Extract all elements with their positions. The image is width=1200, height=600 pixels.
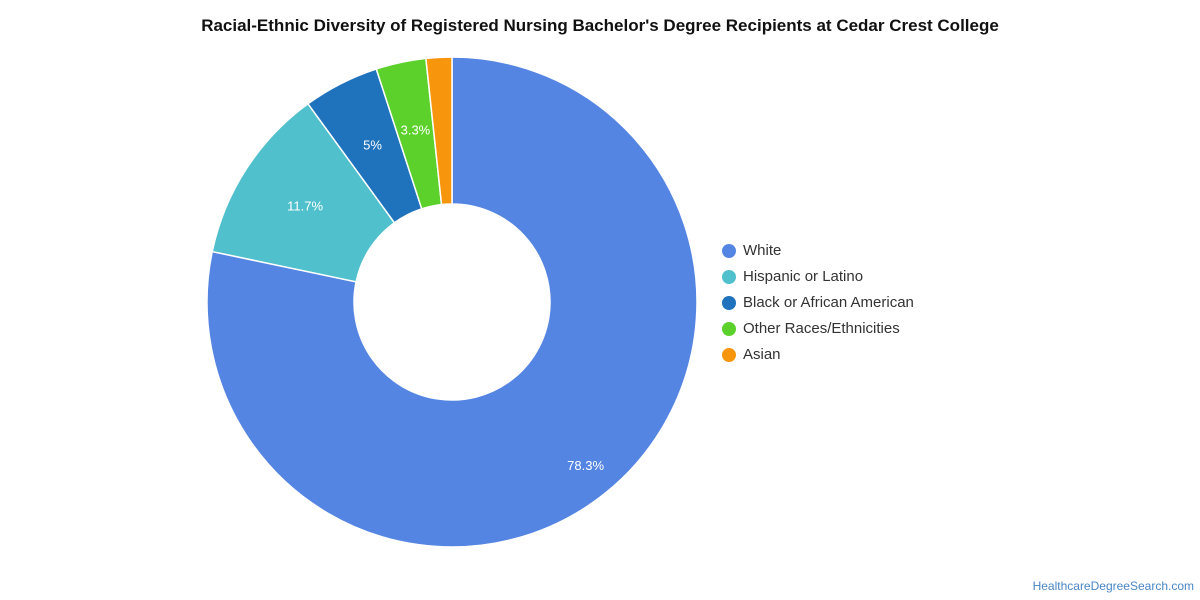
data-labels-group: 78.3% 11.7% 5% 3.3%	[287, 122, 604, 473]
legend-item-white[interactable]: White	[743, 242, 781, 259]
chart-title: Racial-Ethnic Diversity of Registered Nu…	[201, 16, 999, 35]
legend-swatch-hispanic-or-latino	[722, 270, 736, 284]
legend-item-black-or-african-american[interactable]: Black or African American	[743, 294, 914, 311]
slice-hispanic-or-latino[interactable]	[211, 102, 396, 283]
legend-swatch-black-or-african-american	[722, 296, 736, 310]
legend: White Hispanic or Latino Black or African …	[722, 242, 914, 363]
legend-item-other-races-ethnicities[interactable]: Other Races/Ethnicities	[743, 320, 900, 337]
slice-white[interactable]	[206, 56, 698, 548]
legend-item-asian[interactable]: Asian	[743, 346, 781, 363]
source-link[interactable]: HealthcareDegreeSearch.com	[1032, 579, 1194, 593]
legend-item-hispanic-or-latino[interactable]: Hispanic or Latino	[743, 268, 863, 285]
slice-asian[interactable]	[425, 56, 453, 206]
legend-swatch-other-races-ethnicities	[722, 322, 736, 336]
data-label-white: 78.3%	[567, 458, 604, 473]
data-label-hispanic-or-latino: 11.7%	[287, 198, 323, 213]
slices-group	[206, 56, 698, 548]
legend-swatch-asian	[722, 348, 736, 362]
legend-swatch-white	[722, 244, 736, 258]
data-label-black-or-african-american: 5%	[363, 138, 382, 153]
data-label-other-races-ethnicities: 3.3%	[401, 122, 431, 137]
